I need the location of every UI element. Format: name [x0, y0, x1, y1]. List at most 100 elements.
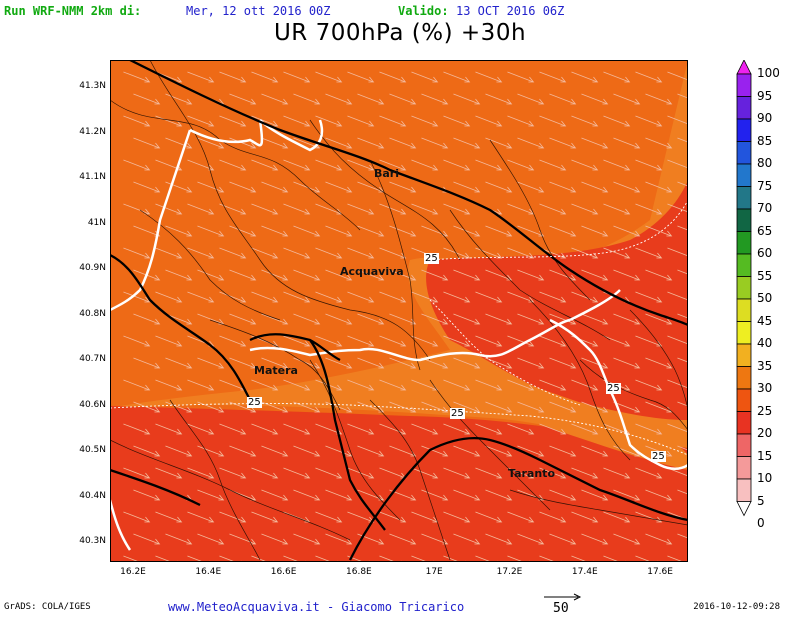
wind-arrow — [645, 269, 673, 281]
wind-arrow — [229, 93, 257, 105]
colorbar-label: 65 — [757, 223, 773, 238]
wind-arrow — [571, 71, 599, 83]
lon-tick-label: 16.4E — [195, 567, 222, 577]
wind-arrow — [123, 511, 151, 523]
wind-arrow — [613, 489, 641, 501]
wind-arrow — [485, 93, 513, 105]
vector-ref-arrow — [544, 593, 582, 601]
wind-arrow — [571, 115, 599, 127]
wind-arrow — [443, 203, 471, 215]
wind-arrow — [219, 467, 247, 479]
wind-arrow — [485, 401, 513, 413]
wind-arrow — [517, 93, 545, 105]
wind-arrow — [411, 467, 439, 479]
lon-tick-label: 16.6E — [270, 567, 297, 577]
colorbar-swatch — [736, 411, 752, 435]
wind-arrow — [219, 247, 247, 259]
wind-arrow — [251, 291, 279, 303]
wind-arrow — [315, 71, 343, 83]
wind-arrow — [517, 269, 545, 281]
wind-arrow — [197, 225, 225, 237]
wind-arrow — [251, 467, 279, 479]
wind-arrow — [581, 401, 609, 413]
wind-arrow — [677, 269, 688, 275]
wind-arrow — [357, 533, 385, 545]
valid-label: Valido: — [398, 4, 449, 18]
map-panel — [110, 60, 688, 562]
wind-arrow — [411, 291, 439, 303]
lat-tick-label: 40.7N — [79, 354, 106, 364]
wind-arrow — [187, 467, 215, 479]
wind-arrow — [485, 445, 513, 457]
wind-arrow — [411, 203, 439, 215]
wind-arrow — [539, 335, 567, 347]
wind-arrow — [549, 93, 577, 105]
wind-arrow — [667, 115, 688, 125]
wind-arrow — [229, 357, 257, 369]
wind-arrow — [197, 401, 225, 413]
wind-arrow — [197, 357, 225, 369]
wind-arrow — [379, 379, 407, 391]
wind-arrow — [197, 137, 225, 149]
lat-tick-label: 40.9N — [79, 263, 106, 273]
colorbar-label: 60 — [757, 246, 773, 260]
wind-arrow — [315, 335, 343, 347]
wind-arrow — [219, 71, 247, 83]
wind-arrow — [283, 115, 311, 127]
wind-arrow — [635, 115, 663, 127]
wind-arrow — [283, 203, 311, 215]
wind-arrow — [421, 93, 449, 105]
wind-arrow — [133, 137, 161, 149]
wind-arrow — [283, 247, 311, 259]
wind-arrow — [123, 423, 151, 435]
wind-arrow — [571, 511, 599, 523]
wind-arrow — [645, 225, 673, 237]
wind-arrow — [603, 511, 631, 523]
colorbar-swatch — [736, 321, 752, 345]
wind-arrow — [315, 203, 343, 215]
wind-arrow — [667, 423, 688, 433]
wind-arrow — [261, 225, 289, 237]
colorbar-swatch — [736, 298, 752, 322]
wind-arrow — [581, 93, 609, 105]
wind-arrow — [635, 247, 663, 259]
wind-arrow — [453, 445, 481, 457]
wind-arrow — [603, 115, 631, 127]
wind-arrow — [645, 533, 673, 545]
wind-arrow — [283, 423, 311, 435]
wind-arrow — [507, 71, 535, 83]
colorbar-label: 15 — [757, 448, 773, 463]
wind-arrow — [443, 423, 471, 435]
wind-arrow — [485, 533, 513, 545]
wind-arrow — [581, 137, 609, 149]
wind-arrow — [517, 401, 545, 413]
wind-arrow — [155, 335, 183, 347]
wind-arrow — [581, 489, 609, 501]
wind-arrow — [613, 533, 641, 545]
wind-arrow — [229, 313, 257, 325]
wind-arrow — [133, 445, 161, 457]
wind-arrow — [453, 533, 481, 545]
wind-arrow — [123, 291, 151, 303]
colorbar-label: 20 — [757, 426, 773, 440]
wind-arrow — [667, 247, 688, 257]
wind-arrow — [539, 511, 567, 523]
contour-label: 25 — [651, 451, 666, 462]
wind-arrow — [411, 115, 439, 127]
colorbar-swatch — [736, 96, 752, 120]
lat-tick-label: 41.1N — [79, 172, 106, 182]
wind-arrow — [571, 467, 599, 479]
wind-arrow — [283, 335, 311, 347]
wind-arrow — [549, 269, 577, 281]
wind-arrow — [539, 467, 567, 479]
wind-arrow — [443, 467, 471, 479]
wind-arrow — [635, 511, 663, 523]
wind-arrow — [677, 533, 688, 539]
colorbar-label: 30 — [757, 381, 773, 395]
wind-arrow — [251, 511, 279, 523]
wind-arrow — [293, 181, 321, 193]
lon-tick-label: 17E — [425, 567, 443, 577]
wind-arrow — [133, 357, 161, 369]
region-boundary — [110, 119, 688, 551]
wind-arrow — [677, 445, 688, 451]
